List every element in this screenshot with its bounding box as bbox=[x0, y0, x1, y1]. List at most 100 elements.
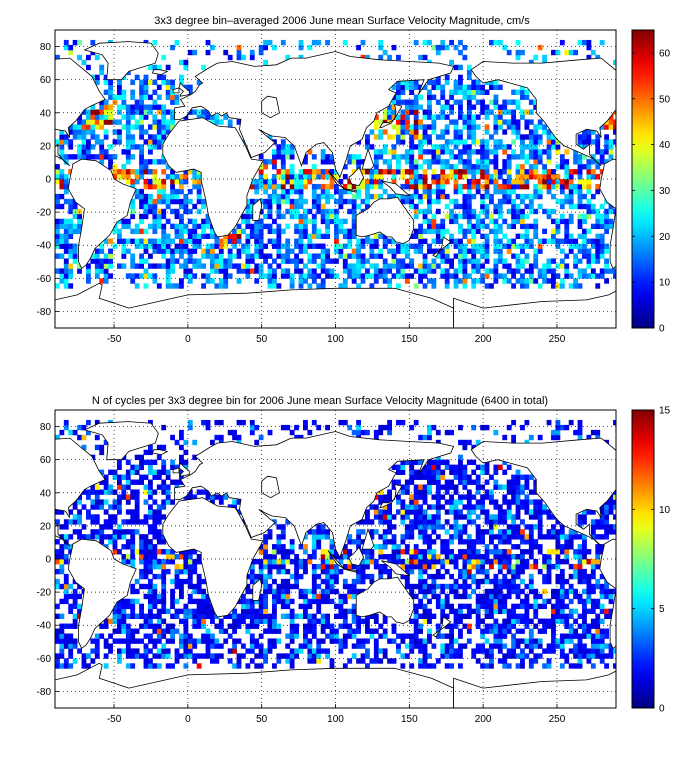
data-bin bbox=[422, 519, 428, 525]
data-bin bbox=[396, 169, 401, 175]
data-bin bbox=[497, 514, 503, 520]
data-bin bbox=[506, 179, 512, 185]
data-bin bbox=[63, 159, 69, 165]
data-bin bbox=[320, 188, 326, 195]
data-bin bbox=[156, 638, 162, 644]
data-bin bbox=[338, 193, 344, 200]
data-bin bbox=[511, 198, 517, 205]
data-bin bbox=[289, 544, 295, 550]
data-bin bbox=[413, 593, 419, 600]
data-bin bbox=[422, 559, 428, 565]
data-bin bbox=[68, 549, 74, 555]
data-bin bbox=[555, 529, 561, 535]
data-bin bbox=[311, 188, 317, 195]
data-bin bbox=[245, 213, 251, 220]
data-bin bbox=[117, 638, 122, 644]
data-bin bbox=[245, 588, 251, 595]
data-bin bbox=[254, 253, 260, 259]
data-bin bbox=[139, 213, 144, 220]
data-bin bbox=[458, 524, 463, 530]
data-bin bbox=[125, 529, 131, 535]
data-bin bbox=[577, 648, 583, 654]
data-bin bbox=[387, 238, 392, 244]
data-bin bbox=[471, 559, 477, 565]
data-bin bbox=[263, 608, 268, 615]
data-bin bbox=[555, 598, 561, 605]
data-bin bbox=[502, 258, 508, 264]
data-bin bbox=[528, 263, 534, 269]
data-bin bbox=[280, 154, 286, 160]
data-bin bbox=[369, 549, 375, 555]
data-bin bbox=[263, 223, 268, 230]
data-bin bbox=[582, 628, 587, 634]
data-bin bbox=[400, 99, 406, 105]
data-bin bbox=[590, 573, 596, 580]
data-bin bbox=[294, 633, 299, 639]
data-bin bbox=[497, 588, 503, 595]
data-bin bbox=[382, 268, 388, 274]
data-bin bbox=[458, 603, 463, 610]
data-bin bbox=[435, 198, 441, 205]
data-bin bbox=[303, 248, 308, 254]
data-bin bbox=[573, 554, 579, 560]
data-bin bbox=[528, 119, 534, 125]
data-bin bbox=[453, 653, 459, 659]
data-bin bbox=[174, 223, 180, 230]
data-bin bbox=[533, 514, 539, 520]
data-bin bbox=[205, 653, 211, 659]
data-bin bbox=[511, 273, 517, 279]
data-bin bbox=[360, 243, 366, 249]
data-bin bbox=[568, 248, 574, 254]
data-bin bbox=[117, 228, 122, 235]
data-bin bbox=[453, 514, 459, 520]
data-bin bbox=[546, 129, 552, 135]
data-bin bbox=[63, 238, 69, 244]
data-bin bbox=[196, 608, 202, 615]
data-bin bbox=[493, 633, 499, 639]
data-bin bbox=[608, 144, 614, 150]
data-bin bbox=[170, 79, 175, 86]
data-bin bbox=[214, 114, 220, 120]
data-bin bbox=[506, 554, 512, 560]
data-bin bbox=[121, 104, 127, 110]
data-bin bbox=[121, 89, 127, 95]
data-bin bbox=[444, 489, 450, 495]
data-bin bbox=[338, 603, 344, 610]
data-bin bbox=[360, 658, 366, 664]
data-bin bbox=[551, 49, 556, 56]
data-bin bbox=[152, 213, 158, 220]
data-bin bbox=[489, 613, 494, 619]
data-bin bbox=[471, 238, 477, 244]
data-bin bbox=[152, 549, 158, 555]
data-bin bbox=[174, 94, 180, 100]
data-bin bbox=[462, 283, 468, 289]
data-bin bbox=[94, 633, 100, 639]
data-bin bbox=[63, 233, 69, 239]
data-bin bbox=[156, 504, 162, 510]
data-bin bbox=[205, 233, 211, 239]
data-bin bbox=[613, 514, 616, 520]
data-bin bbox=[156, 263, 162, 269]
data-bin bbox=[409, 154, 415, 160]
data-bin bbox=[179, 568, 184, 575]
data-bin bbox=[573, 253, 579, 259]
data-bin bbox=[400, 504, 406, 510]
data-bin bbox=[502, 273, 508, 279]
data-bin bbox=[528, 499, 534, 505]
data-bin bbox=[413, 188, 419, 195]
data-bin bbox=[382, 544, 388, 550]
data-bin bbox=[427, 263, 432, 269]
data-bin bbox=[214, 623, 220, 629]
data-bin bbox=[413, 114, 419, 120]
data-bin bbox=[72, 514, 78, 520]
data-bin bbox=[595, 633, 601, 639]
data-bin bbox=[267, 263, 273, 269]
data-bin bbox=[431, 223, 437, 230]
data-bin bbox=[307, 174, 313, 180]
data-bin bbox=[586, 188, 592, 195]
data-bin bbox=[192, 638, 198, 644]
data-bin bbox=[542, 149, 548, 155]
data-bin bbox=[351, 228, 357, 235]
data-bin bbox=[559, 188, 565, 195]
data-bin bbox=[249, 638, 255, 644]
